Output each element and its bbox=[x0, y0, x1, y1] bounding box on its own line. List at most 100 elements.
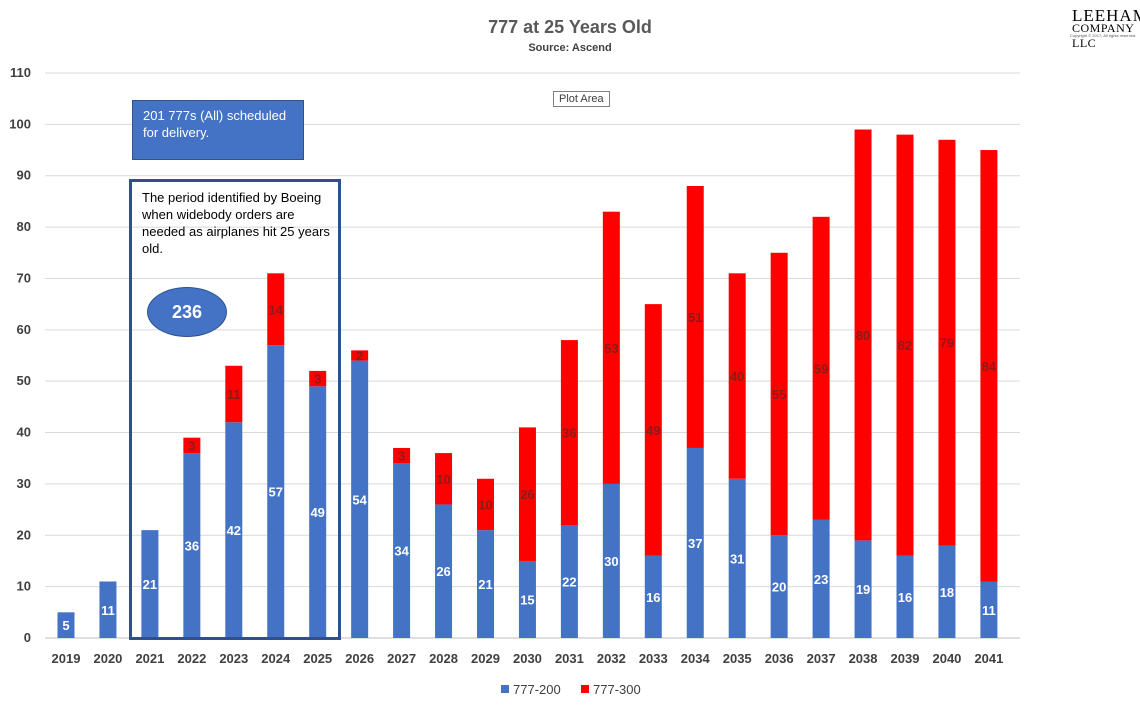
data-label-777-200: 11 bbox=[101, 603, 115, 618]
legend-swatch bbox=[581, 685, 589, 693]
legend-swatch bbox=[501, 685, 509, 693]
bar-777-200 bbox=[267, 345, 285, 638]
x-tick-label: 2021 bbox=[135, 651, 164, 666]
data-label-777-200: 11 bbox=[982, 603, 996, 618]
delivery-note-box: 201 777s (All) scheduled for delivery. bbox=[132, 100, 304, 160]
bar-777-300 bbox=[309, 370, 327, 387]
data-label-777-300: 49 bbox=[646, 423, 660, 438]
bar-777-200 bbox=[99, 581, 117, 638]
data-label-777-200: 18 bbox=[940, 585, 954, 600]
bar-777-200 bbox=[477, 530, 494, 638]
x-tick-label: 2040 bbox=[932, 651, 961, 666]
x-axis-ticks: 2019 2020 2021 2022 2023 2024 2025 2026 2027 2028… bbox=[52, 651, 1004, 666]
period-total-value: 236 bbox=[171, 301, 203, 322]
bar-777-300 bbox=[770, 252, 788, 536]
x-tick-label: 2029 bbox=[471, 651, 500, 666]
legend-label: 777-200 bbox=[513, 682, 561, 697]
x-tick-label: 2034 bbox=[681, 651, 711, 666]
bar-777-200 bbox=[225, 422, 243, 638]
data-label-777-200: 5 bbox=[62, 618, 69, 633]
y-tick-label: 70 bbox=[17, 270, 31, 285]
data-label-777-200: 30 bbox=[604, 554, 618, 569]
logo-line2: COMPANY LLC bbox=[1072, 21, 1134, 50]
x-tick-label: 2036 bbox=[765, 651, 794, 666]
data-label-777-200: 22 bbox=[562, 575, 576, 590]
y-tick-label: 110 bbox=[10, 65, 31, 80]
bar-777-200 bbox=[770, 535, 788, 638]
data-label-777-300: 10 bbox=[478, 497, 492, 512]
data-labels: 5 11 21 36 3 42 11 57 14 49 3 54 2 34 3 26 10 21 10 15 26 22 3… bbox=[62, 302, 997, 633]
bar-777-200 bbox=[686, 447, 704, 638]
plot-area-tag: Plot Area bbox=[553, 91, 610, 107]
data-label-777-300: 3 bbox=[188, 438, 195, 453]
x-tick-label: 2039 bbox=[891, 651, 920, 666]
data-label-777-300: 40 bbox=[730, 369, 744, 384]
data-label-777-200: 54 bbox=[352, 492, 367, 507]
bar-777-200 bbox=[896, 555, 914, 638]
bar-777-200 bbox=[602, 483, 620, 638]
x-tick-label: 2020 bbox=[93, 651, 122, 666]
data-label-777-300: 80 bbox=[856, 328, 870, 343]
x-tick-label: 2025 bbox=[303, 651, 332, 666]
data-label-777-200: 49 bbox=[310, 505, 324, 520]
legend-label: 777-300 bbox=[593, 682, 641, 697]
data-label-777-200: 36 bbox=[185, 539, 199, 554]
bar-777-300 bbox=[435, 453, 453, 505]
bar-777-300 bbox=[560, 340, 578, 525]
data-label-777-300: 59 bbox=[814, 361, 828, 376]
x-tick-label: 2027 bbox=[387, 651, 416, 666]
data-label-777-200: 23 bbox=[814, 572, 828, 587]
x-tick-label: 2024 bbox=[261, 651, 291, 666]
bar-777-300 bbox=[393, 447, 411, 464]
y-tick-label: 40 bbox=[17, 425, 31, 440]
data-label-777-200: 57 bbox=[269, 485, 283, 500]
data-label-777-300: 3 bbox=[314, 372, 321, 387]
x-tick-label: 2031 bbox=[555, 651, 584, 666]
data-label-777-200: 26 bbox=[436, 564, 450, 579]
bar-777-300 bbox=[351, 350, 369, 361]
bar-777-300 bbox=[854, 129, 872, 541]
x-tick-label: 2030 bbox=[513, 651, 542, 666]
bar-777-200 bbox=[854, 540, 872, 638]
x-tick-label: 2022 bbox=[177, 651, 206, 666]
data-label-777-300: 26 bbox=[520, 487, 534, 502]
period-total-ellipse: 236 bbox=[147, 287, 227, 337]
chart-subtitle: Source: Ascend bbox=[528, 42, 611, 54]
data-label-777-300: 2 bbox=[356, 349, 363, 364]
x-tick-label: 2035 bbox=[723, 651, 752, 666]
data-label-777-200: 15 bbox=[520, 592, 534, 607]
bar-777-300 bbox=[938, 139, 956, 546]
logo-line3: Copyright © 2017, All rights reserved. bbox=[1070, 33, 1137, 38]
data-label-777-300: 11 bbox=[227, 387, 241, 402]
data-label-777-300: 10 bbox=[436, 472, 450, 487]
data-label-777-200: 37 bbox=[688, 536, 702, 551]
y-tick-label: 90 bbox=[17, 168, 31, 183]
bar-777-300 bbox=[686, 186, 704, 448]
logo-line1: LEEHAM bbox=[1072, 6, 1140, 25]
period-note-text: The period identified by Boeing when wid… bbox=[142, 190, 330, 256]
bar-777-200 bbox=[309, 386, 327, 638]
data-label-777-300: 55 bbox=[772, 387, 786, 402]
data-label-777-200: 19 bbox=[856, 582, 870, 597]
bar-777-300 bbox=[518, 427, 536, 561]
data-label-777-300: 79 bbox=[940, 336, 954, 351]
y-tick-label: 0 bbox=[24, 630, 31, 645]
period-box: The period identified by Boeing when wid… bbox=[129, 179, 341, 640]
bar-777-200 bbox=[728, 478, 746, 638]
y-tick-label: 30 bbox=[17, 476, 31, 491]
y-tick-label: 60 bbox=[17, 322, 31, 337]
x-tick-label: 2032 bbox=[597, 651, 626, 666]
bar-777-300 bbox=[896, 134, 914, 556]
y-tick-label: 10 bbox=[17, 579, 31, 594]
data-label-777-200: 20 bbox=[772, 580, 786, 595]
bar-777-300 bbox=[728, 273, 746, 479]
legend: 777-200 777-300 bbox=[501, 682, 641, 697]
x-tick-label: 2019 bbox=[52, 651, 81, 666]
data-label-777-300: 53 bbox=[604, 341, 618, 356]
x-tick-label: 2026 bbox=[345, 651, 374, 666]
bar-777-200 bbox=[57, 612, 75, 638]
x-tick-label: 2028 bbox=[429, 651, 458, 666]
data-label-777-300: 3 bbox=[398, 449, 405, 464]
data-label-777-200: 34 bbox=[394, 544, 409, 559]
